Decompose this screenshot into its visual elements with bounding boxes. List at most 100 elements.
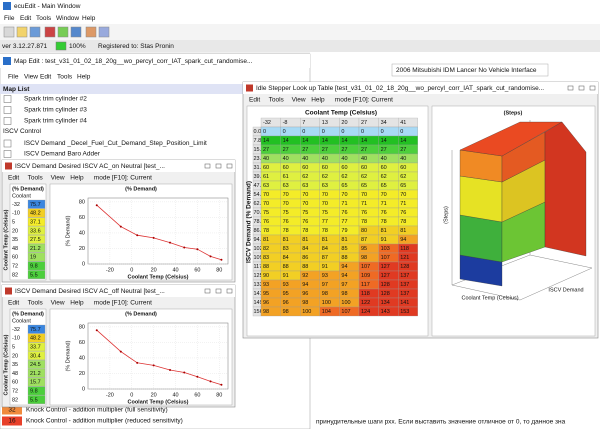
cell-value: 60 bbox=[322, 165, 328, 171]
table-cell bbox=[27, 261, 46, 271]
menu-item[interactable]: Tools bbox=[269, 97, 285, 104]
data-point bbox=[220, 258, 223, 261]
data-point bbox=[136, 361, 139, 364]
cell-value: 98 bbox=[322, 291, 328, 297]
checkbox[interactable] bbox=[3, 106, 12, 114]
map-item[interactable]: ISCV Demand _Decel_Fuel_Cut_Demand_Step_… bbox=[24, 140, 207, 147]
cell-value: 27 bbox=[400, 147, 406, 153]
menu-item[interactable]: Edit bbox=[249, 97, 260, 104]
col-label: 41 bbox=[400, 120, 406, 126]
cell-value: 100 bbox=[341, 300, 350, 306]
menu-item[interactable]: View bbox=[292, 97, 306, 104]
menu-item[interactable]: File bbox=[8, 74, 19, 81]
tool-icon[interactable] bbox=[3, 26, 15, 38]
menu-item[interactable]: File bbox=[4, 15, 15, 22]
cell-value: 128 bbox=[400, 264, 409, 270]
window-button[interactable] bbox=[215, 288, 222, 294]
table-cell bbox=[27, 368, 46, 378]
cell-value: 61 bbox=[283, 174, 289, 180]
menu-item[interactable]: Help bbox=[82, 15, 96, 22]
tool-icon[interactable] bbox=[44, 26, 56, 38]
tool-icon[interactable] bbox=[57, 26, 69, 38]
checkbox[interactable] bbox=[3, 95, 12, 103]
cell-value: 95 bbox=[361, 246, 367, 252]
cell-value: 62 bbox=[322, 174, 328, 180]
menu-item[interactable]: Edit bbox=[20, 15, 31, 22]
table-axis-header: Coolant bbox=[12, 318, 31, 324]
menu-bar bbox=[0, 12, 600, 24]
tool-icon[interactable] bbox=[85, 26, 97, 38]
tool-icon[interactable] bbox=[98, 26, 110, 38]
cell-value: 65 bbox=[341, 183, 347, 189]
cell-value: 97 bbox=[341, 282, 347, 288]
cell-value: 88 bbox=[341, 255, 347, 261]
y-tick-label: 60 bbox=[79, 215, 85, 221]
coolant-cell: 72 bbox=[12, 263, 18, 269]
row-label: 78.4 bbox=[254, 219, 265, 225]
coolant-cell: -32 bbox=[12, 327, 20, 333]
value-cell: 48.2 bbox=[30, 336, 41, 342]
menu-item[interactable]: View bbox=[51, 175, 65, 182]
window-button[interactable] bbox=[226, 163, 233, 169]
app-icon bbox=[3, 2, 11, 10]
cell-value: 0 bbox=[361, 129, 364, 135]
plot-area bbox=[87, 322, 229, 390]
menu-item[interactable]: Edit bbox=[8, 175, 19, 182]
cell-value: 70 bbox=[322, 201, 328, 207]
menu-item[interactable]: Window bbox=[56, 15, 79, 22]
window-button[interactable] bbox=[567, 85, 574, 91]
cell-value: 141 bbox=[400, 300, 409, 306]
cell-value: 98 bbox=[361, 255, 367, 261]
cell-value: 40 bbox=[400, 156, 406, 162]
checkbox[interactable] bbox=[3, 139, 12, 148]
value-cell: 48.2 bbox=[30, 211, 41, 217]
cell-value: 76 bbox=[283, 219, 289, 225]
menu-item[interactable]: Edit bbox=[40, 74, 51, 81]
item-index: 32 bbox=[8, 407, 16, 414]
row-label: 62.7 bbox=[254, 201, 265, 207]
checkbox[interactable] bbox=[3, 117, 12, 125]
col-label: 13 bbox=[322, 120, 328, 126]
value-cell: 21.2 bbox=[30, 371, 41, 377]
data-point bbox=[95, 329, 98, 332]
tool-icon[interactable] bbox=[70, 26, 82, 38]
menu-item[interactable]: Help bbox=[70, 175, 84, 182]
cell-value: 14 bbox=[361, 138, 367, 144]
window-button[interactable] bbox=[204, 288, 211, 294]
map-item[interactable]: ISCV Demand Baro Adder bbox=[24, 151, 101, 158]
menu-item[interactable]: View bbox=[24, 74, 38, 81]
cell-value: 60 bbox=[263, 165, 269, 171]
checkbox[interactable] bbox=[3, 150, 12, 158]
window-button[interactable] bbox=[589, 85, 596, 91]
cell-value: 76 bbox=[400, 210, 406, 216]
map-item[interactable]: Knock Control - addition multiplier (ful… bbox=[26, 407, 168, 414]
tool-icon[interactable] bbox=[29, 26, 41, 38]
cell-value: 94 bbox=[341, 273, 347, 279]
menu-item[interactable]: Tools bbox=[28, 175, 44, 182]
value-cell: 37.1 bbox=[30, 219, 41, 225]
menu-item[interactable]: Edit bbox=[8, 300, 19, 307]
vehicle: 2006 Mitsubishi IDM Lancer No Vehicle In… bbox=[396, 67, 537, 74]
surface-axis bbox=[529, 254, 593, 269]
cell-value: 40 bbox=[341, 156, 347, 162]
menu-item[interactable]: Tools bbox=[57, 74, 73, 81]
map-item[interactable]: Spark trim cylinder #3 bbox=[24, 107, 87, 114]
tool-icon[interactable] bbox=[16, 26, 28, 38]
cell-value: 95 bbox=[283, 291, 289, 297]
window-button[interactable] bbox=[578, 85, 585, 91]
data-point bbox=[95, 204, 98, 207]
menu-item[interactable]: Help bbox=[311, 97, 325, 104]
value-cell: 21.2 bbox=[30, 246, 41, 252]
map-item[interactable]: Spark trim cylinder #4 bbox=[24, 118, 87, 125]
window-button[interactable] bbox=[215, 163, 222, 169]
map-item[interactable]: Knock Control - addition multiplier (red… bbox=[26, 418, 183, 425]
menu-item[interactable]: View bbox=[51, 300, 65, 307]
window-button[interactable] bbox=[204, 163, 211, 169]
map-item[interactable]: Spark trim cylinder #2 bbox=[24, 96, 87, 103]
window-button[interactable] bbox=[226, 288, 233, 294]
menu-item[interactable]: Help bbox=[77, 74, 91, 81]
menu-item[interactable]: Help bbox=[70, 300, 84, 307]
cell-value: 98 bbox=[263, 309, 269, 315]
menu-item[interactable]: Tools bbox=[36, 15, 52, 22]
menu-item[interactable]: Tools bbox=[28, 300, 44, 307]
